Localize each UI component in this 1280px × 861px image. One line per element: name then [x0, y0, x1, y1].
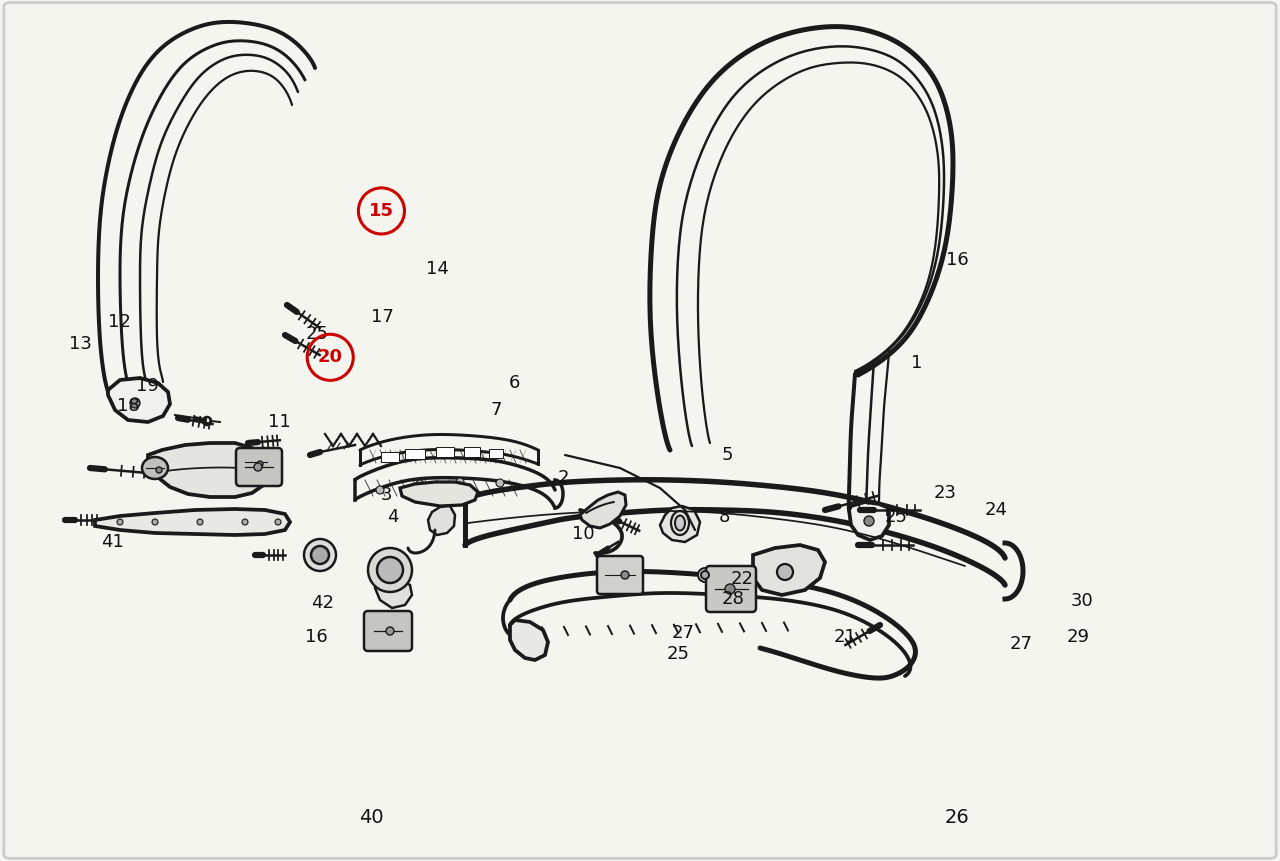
Text: 4: 4 — [388, 508, 398, 525]
Bar — [465, 447, 480, 457]
Polygon shape — [428, 506, 454, 535]
Circle shape — [456, 478, 465, 486]
Polygon shape — [849, 502, 890, 540]
Text: 16: 16 — [305, 629, 328, 646]
Text: 22: 22 — [731, 570, 754, 587]
Circle shape — [253, 463, 262, 471]
Circle shape — [599, 506, 607, 514]
Ellipse shape — [142, 457, 168, 479]
Circle shape — [387, 627, 394, 635]
Circle shape — [378, 557, 403, 583]
Text: 21: 21 — [833, 629, 856, 646]
Text: 17: 17 — [371, 308, 394, 325]
Ellipse shape — [675, 516, 685, 530]
Text: 30: 30 — [1070, 592, 1093, 610]
Text: 23: 23 — [933, 485, 956, 502]
Circle shape — [369, 548, 412, 592]
Text: 42: 42 — [311, 594, 334, 611]
FancyBboxPatch shape — [364, 611, 412, 651]
Circle shape — [116, 519, 123, 525]
Text: 29: 29 — [1066, 629, 1089, 646]
Text: 24: 24 — [984, 501, 1007, 518]
Text: 7: 7 — [492, 401, 502, 418]
Text: 25: 25 — [884, 508, 908, 525]
Text: 25: 25 — [667, 646, 690, 663]
Text: 25: 25 — [306, 325, 329, 343]
Circle shape — [131, 398, 140, 408]
Circle shape — [305, 539, 335, 571]
Bar — [381, 452, 399, 462]
Text: 10: 10 — [572, 525, 595, 542]
Text: 5: 5 — [722, 446, 732, 463]
Polygon shape — [580, 492, 626, 528]
Polygon shape — [95, 509, 291, 535]
Polygon shape — [148, 443, 268, 497]
Circle shape — [596, 503, 611, 517]
Text: 14: 14 — [426, 261, 449, 278]
Circle shape — [621, 571, 628, 579]
Text: 28: 28 — [722, 591, 745, 608]
Circle shape — [257, 461, 262, 467]
Text: 12: 12 — [108, 313, 131, 331]
Polygon shape — [660, 506, 700, 542]
Circle shape — [497, 479, 504, 487]
Polygon shape — [753, 545, 826, 595]
Text: 26: 26 — [945, 808, 970, 827]
Bar — [404, 449, 425, 459]
Text: 3: 3 — [381, 486, 392, 504]
Bar — [489, 449, 503, 457]
Ellipse shape — [241, 450, 271, 474]
Bar — [436, 447, 454, 457]
FancyBboxPatch shape — [707, 566, 756, 612]
Circle shape — [156, 467, 163, 473]
Circle shape — [416, 480, 424, 488]
Text: 16: 16 — [946, 251, 969, 269]
Text: 20: 20 — [317, 349, 343, 366]
FancyBboxPatch shape — [236, 448, 282, 486]
FancyBboxPatch shape — [596, 556, 643, 594]
Circle shape — [864, 516, 874, 526]
Text: 15: 15 — [369, 202, 394, 220]
Polygon shape — [509, 620, 548, 660]
Circle shape — [275, 519, 282, 525]
Polygon shape — [108, 378, 170, 422]
Text: 1: 1 — [911, 355, 922, 372]
Text: 27: 27 — [672, 624, 695, 641]
Circle shape — [376, 486, 384, 494]
Circle shape — [701, 571, 709, 579]
Text: 27: 27 — [1010, 635, 1033, 653]
Text: 19: 19 — [136, 377, 159, 394]
Text: 41: 41 — [101, 534, 124, 551]
Text: 13: 13 — [69, 336, 92, 353]
Circle shape — [698, 568, 712, 582]
Circle shape — [777, 564, 794, 580]
Text: 2: 2 — [558, 469, 568, 486]
Circle shape — [311, 546, 329, 564]
Text: 8: 8 — [719, 508, 730, 525]
Circle shape — [724, 584, 735, 594]
Text: 6: 6 — [509, 375, 520, 392]
Circle shape — [242, 519, 248, 525]
Circle shape — [152, 519, 157, 525]
Polygon shape — [399, 482, 477, 506]
Text: 40: 40 — [358, 808, 384, 827]
Polygon shape — [375, 579, 412, 608]
Text: 18: 18 — [116, 398, 140, 415]
Text: 11: 11 — [268, 413, 291, 430]
Circle shape — [197, 519, 204, 525]
